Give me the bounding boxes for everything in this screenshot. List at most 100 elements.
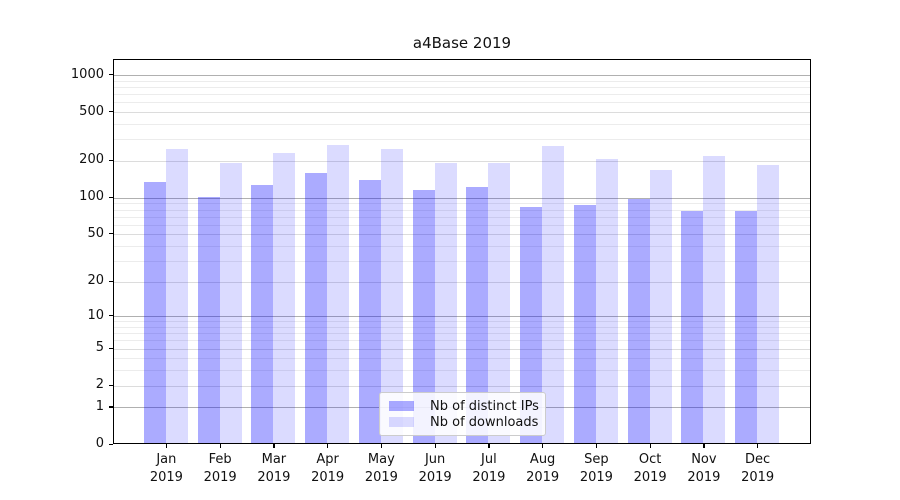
x-tick-label-aug: Aug 2019 bbox=[526, 452, 560, 485]
x-tick-jan bbox=[165, 444, 168, 448]
y-tick-20 bbox=[108, 280, 113, 282]
gridline-70 bbox=[114, 216, 810, 218]
bar-downloads-dec bbox=[757, 164, 780, 444]
gridline-10 bbox=[114, 316, 810, 318]
bar-downloads-mar bbox=[273, 152, 296, 444]
bar-distinct-ips-apr bbox=[305, 173, 328, 444]
x-tick-label-oct: Oct 2019 bbox=[633, 452, 667, 485]
y-tick-10 bbox=[108, 315, 113, 317]
legend-label-distinct-ips: Nb of distinct IPs bbox=[430, 398, 539, 414]
bar-downloads-oct bbox=[649, 169, 672, 444]
bar-distinct-ips-oct bbox=[627, 199, 650, 444]
gridline-300 bbox=[114, 139, 810, 141]
x-tick-label-apr: Apr 2019 bbox=[311, 452, 345, 485]
bar-distinct-ips-feb bbox=[197, 197, 220, 444]
y-tick-label-100: 100 bbox=[79, 189, 104, 205]
x-tick-aug bbox=[542, 444, 544, 448]
y-tick-label-50: 50 bbox=[87, 225, 104, 241]
y-tick-100 bbox=[108, 196, 113, 198]
gridline-5 bbox=[114, 348, 810, 350]
x-tick-jun bbox=[434, 444, 436, 448]
y-tick-1 bbox=[108, 406, 113, 408]
gridline-4 bbox=[114, 358, 810, 360]
y-tick-label-5: 5 bbox=[95, 340, 104, 356]
y-tick-500 bbox=[108, 111, 113, 113]
y-tick-label-2: 2 bbox=[95, 377, 104, 393]
gridline-200 bbox=[114, 160, 810, 162]
x-tick-apr bbox=[327, 444, 329, 448]
bar-downloads-apr bbox=[327, 144, 350, 444]
y-tick-label-500: 500 bbox=[79, 103, 104, 119]
gridline-500 bbox=[114, 112, 810, 114]
gridline-400 bbox=[114, 123, 810, 125]
y-tick-label-0: 0 bbox=[95, 436, 104, 451]
y-tick-label-1000: 1000 bbox=[70, 66, 104, 82]
x-tick-mar bbox=[273, 444, 275, 448]
x-tick-dec bbox=[757, 444, 759, 448]
gridline-6 bbox=[114, 340, 810, 342]
x-tick-label-sep: Sep 2019 bbox=[579, 452, 613, 485]
gridline-600 bbox=[114, 102, 810, 104]
gridline-3 bbox=[114, 370, 810, 372]
x-tick-label-feb: Feb 2019 bbox=[203, 452, 237, 485]
bar-downloads-jul bbox=[488, 163, 511, 444]
gridline-900 bbox=[114, 80, 810, 82]
x-tick-label-nov: Nov 2019 bbox=[687, 452, 721, 485]
y-tick-label-200: 200 bbox=[79, 152, 104, 168]
chart-title: a4Base 2019 bbox=[412, 34, 512, 52]
bar-distinct-ips-mar bbox=[251, 185, 274, 444]
gridline-50 bbox=[114, 234, 810, 236]
bar-downloads-sep bbox=[595, 158, 618, 444]
gridline-40 bbox=[114, 245, 810, 247]
legend-swatch-downloads bbox=[389, 417, 414, 427]
x-tick-may bbox=[380, 444, 383, 448]
gridline-1000 bbox=[114, 75, 810, 77]
bar-downloads-jun bbox=[434, 162, 457, 444]
bar-downloads-may bbox=[380, 149, 403, 444]
x-tick-label-jun: Jun 2019 bbox=[418, 452, 452, 485]
bar-downloads-feb bbox=[219, 162, 242, 444]
x-tick-label-jan: Jan 2019 bbox=[149, 452, 183, 485]
gridline-60 bbox=[114, 224, 810, 226]
bar-distinct-ips-aug bbox=[520, 206, 543, 444]
x-tick-jul bbox=[488, 444, 490, 448]
y-tick-1000 bbox=[108, 74, 113, 76]
x-tick-sep bbox=[595, 444, 598, 448]
gridline-90 bbox=[114, 203, 810, 205]
y-tick-label-20: 20 bbox=[87, 273, 104, 289]
bar-downloads-nov bbox=[703, 156, 726, 444]
bar-distinct-ips-dec bbox=[735, 210, 758, 444]
gridline-9 bbox=[114, 321, 810, 323]
y-tick-label-1: 1 bbox=[95, 398, 104, 414]
y-tick-label-10: 10 bbox=[87, 307, 104, 323]
plot-area bbox=[113, 59, 811, 444]
bar-downloads-aug bbox=[542, 145, 565, 444]
legend: Nb of distinct IPs Nb of downloads bbox=[379, 392, 546, 436]
bar-distinct-ips-jun bbox=[412, 189, 435, 444]
legend-swatch-distinct-ips bbox=[389, 401, 414, 411]
bar-downloads-jan bbox=[165, 149, 188, 444]
y-tick-50 bbox=[108, 233, 113, 235]
gridline-20 bbox=[114, 281, 810, 283]
y-tick-0 bbox=[108, 443, 113, 445]
gridline-800 bbox=[114, 86, 810, 88]
y-tick-2 bbox=[108, 384, 113, 386]
gridline-2 bbox=[114, 385, 810, 387]
x-tick-oct bbox=[649, 444, 651, 448]
y-tick-200 bbox=[108, 159, 113, 162]
bar-distinct-ips-jan bbox=[143, 181, 166, 444]
bar-distinct-ips-may bbox=[358, 179, 381, 444]
x-tick-label-may: May 2019 bbox=[364, 452, 398, 485]
gridline-7 bbox=[114, 333, 810, 335]
gridline-80 bbox=[114, 209, 810, 211]
gridline-8 bbox=[114, 327, 810, 328]
legend-label-downloads: Nb of downloads bbox=[430, 414, 539, 430]
gridline-30 bbox=[114, 260, 810, 262]
x-tick-label-dec: Dec 2019 bbox=[741, 452, 775, 485]
legend-item-distinct-ips: Nb of distinct IPs bbox=[389, 398, 539, 414]
bar-distinct-ips-nov bbox=[681, 210, 704, 444]
gridline-100 bbox=[114, 197, 810, 199]
y-tick-5 bbox=[108, 347, 113, 349]
x-tick-label-mar: Mar 2019 bbox=[257, 452, 291, 485]
